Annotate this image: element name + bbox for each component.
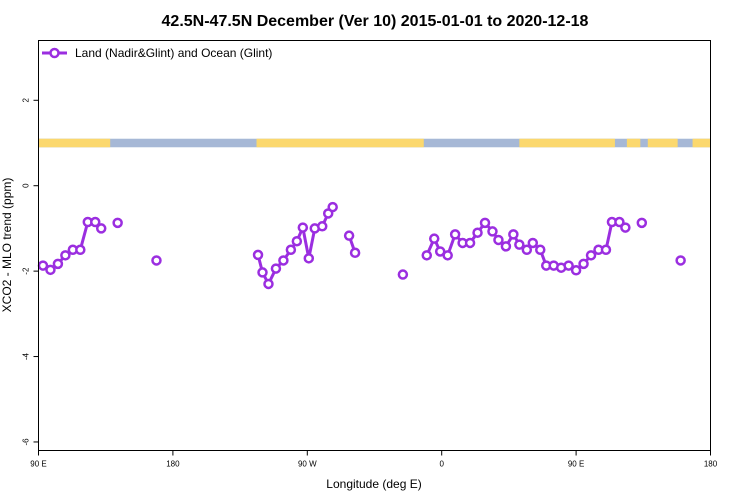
data-point xyxy=(428,233,440,244)
land-ocean-strip xyxy=(38,138,711,148)
legend-entry: Land (Nadir&Glint) and Ocean (Glint) xyxy=(75,46,272,60)
data-point xyxy=(60,250,71,261)
data-point xyxy=(151,255,162,266)
data-point xyxy=(442,250,453,261)
land-band xyxy=(519,138,615,148)
data-point xyxy=(297,222,309,233)
data-point xyxy=(421,250,433,261)
data-point xyxy=(563,260,574,271)
data-point xyxy=(578,258,589,270)
data-point xyxy=(291,235,303,247)
data-point xyxy=(327,201,338,213)
data-point xyxy=(600,244,612,256)
data-point xyxy=(263,278,274,290)
x-tick-label: 90 W xyxy=(298,460,317,469)
land-band xyxy=(38,138,111,148)
data-point xyxy=(449,229,461,240)
x-axis: 90 E 180 90 W 0 90 E 180 xyxy=(30,450,718,469)
x-tick-label: 180 xyxy=(166,460,180,469)
data-point xyxy=(52,258,64,270)
data-point xyxy=(535,244,546,256)
y-tick-label: -6 xyxy=(22,438,31,446)
y-axis: 2 0 -2 -4 -6 xyxy=(22,98,39,446)
data-point xyxy=(252,249,264,261)
data-point xyxy=(285,244,297,256)
data-point xyxy=(493,234,504,246)
data-point xyxy=(112,217,123,229)
data-point xyxy=(585,250,597,261)
data-point xyxy=(614,216,625,228)
land-band xyxy=(647,138,678,148)
data-point xyxy=(675,255,686,266)
data-point xyxy=(636,217,648,229)
series-layer xyxy=(37,201,686,290)
y-tick-label: -2 xyxy=(22,267,31,275)
data-point xyxy=(487,226,498,237)
x-axis-label: Longitude (deg E) xyxy=(326,477,421,491)
data-point xyxy=(464,237,476,249)
data-point xyxy=(570,265,582,276)
data-point xyxy=(500,241,512,252)
legend-marker xyxy=(49,47,60,59)
data-point xyxy=(278,255,289,266)
x-tick-label: 0 xyxy=(439,460,444,469)
plot-frame xyxy=(38,40,711,451)
data-point xyxy=(527,237,539,249)
data-point xyxy=(472,227,483,238)
y-tick-label: -4 xyxy=(22,352,31,360)
data-point xyxy=(521,244,533,256)
data-point xyxy=(479,217,491,229)
data-point xyxy=(75,244,86,256)
data-point xyxy=(257,267,268,278)
y-axis-label: XCO2 - MLO trend (ppm) xyxy=(0,178,14,313)
x-tick-label: 90 E xyxy=(30,460,46,469)
y-tick-label: 0 xyxy=(22,183,31,188)
data-point xyxy=(620,222,631,233)
legend: Land (Nadir&Glint) and Ocean (Glint) xyxy=(42,46,272,60)
data-point xyxy=(397,269,409,280)
data-point xyxy=(270,263,282,274)
data-point xyxy=(95,223,107,234)
data-point xyxy=(89,216,101,228)
data-point xyxy=(349,247,361,259)
land-band xyxy=(692,138,711,148)
x-tick-label: 90 E xyxy=(568,460,584,469)
data-point xyxy=(45,264,56,276)
data-point xyxy=(514,239,525,250)
data-point xyxy=(303,253,315,264)
data-point xyxy=(343,230,355,241)
x-tick-label: 180 xyxy=(704,460,718,469)
data-point xyxy=(316,221,328,232)
y-tick-label: 2 xyxy=(22,98,31,103)
chart-title: 42.5N-47.5N December (Ver 10) 2015-01-01… xyxy=(162,13,589,30)
land-band xyxy=(626,138,641,148)
land-band xyxy=(256,138,424,148)
data-point xyxy=(508,229,519,240)
